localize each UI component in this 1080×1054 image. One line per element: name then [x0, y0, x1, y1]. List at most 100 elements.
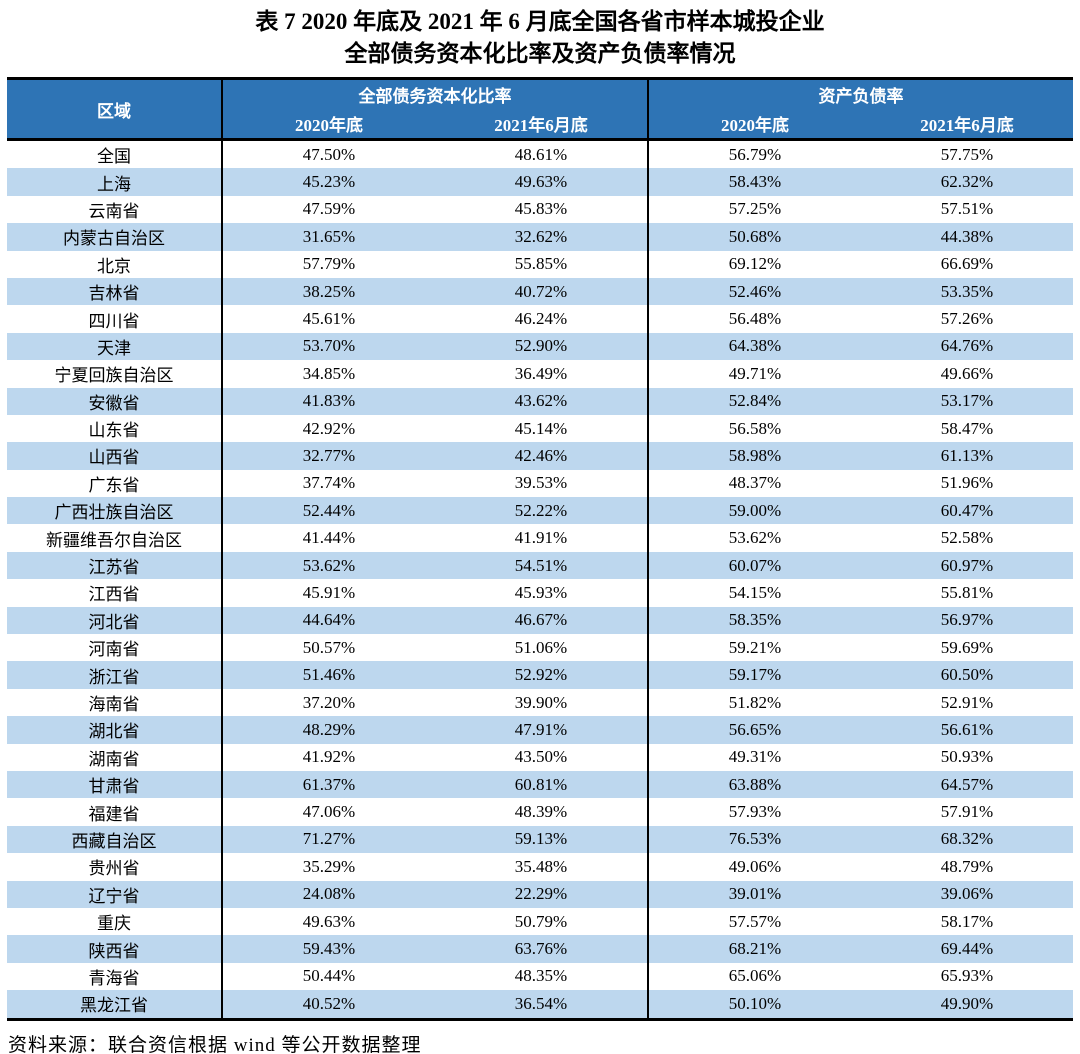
table-row: 湖南省 41.92% 43.50% 49.31% 50.93%	[7, 743, 1073, 771]
value-cell: 47.59%	[222, 195, 435, 224]
value-cell: 48.39%	[435, 798, 649, 826]
value-cell: 39.90%	[435, 688, 649, 717]
value-cell: 60.81%	[435, 770, 649, 799]
region-cell: 山西省	[7, 442, 223, 470]
value-cell: 37.20%	[222, 688, 435, 717]
value-cell: 45.93%	[435, 579, 649, 607]
value-cell: 53.17%	[861, 387, 1073, 415]
value-cell: 40.72%	[435, 277, 649, 306]
value-cell: 48.37%	[648, 469, 861, 498]
region-cell: 湖北省	[7, 716, 223, 744]
region-cell: 安徽省	[7, 387, 223, 415]
value-cell: 44.64%	[222, 606, 435, 635]
value-cell: 50.79%	[435, 907, 649, 936]
table-row: 北京 57.79% 55.85% 69.12% 66.69%	[7, 250, 1073, 278]
region-cell: 上海	[7, 168, 223, 196]
value-cell: 58.17%	[861, 907, 1073, 936]
region-cell: 广西壮族自治区	[7, 497, 223, 525]
value-cell: 59.17%	[648, 661, 861, 689]
table-row: 黑龙江省 40.52% 36.54% 50.10% 49.90%	[7, 990, 1073, 1019]
value-cell: 52.90%	[435, 332, 649, 361]
value-cell: 56.79%	[648, 139, 861, 169]
source-note: 资料来源：联合资信根据 wind 等公开数据整理	[8, 1034, 422, 1054]
table-row: 甘肃省 61.37% 60.81% 63.88% 64.57%	[7, 770, 1073, 799]
value-cell: 57.75%	[861, 139, 1073, 169]
value-cell: 59.21%	[648, 634, 861, 662]
value-cell: 40.52%	[222, 990, 435, 1019]
region-cell: 辽宁省	[7, 880, 223, 908]
value-cell: 58.43%	[648, 168, 861, 196]
value-cell: 64.57%	[861, 770, 1073, 799]
value-cell: 60.47%	[861, 497, 1073, 525]
value-cell: 47.91%	[435, 716, 649, 744]
region-cell: 内蒙古自治区	[7, 223, 223, 251]
table-row: 吉林省 38.25% 40.72% 52.46% 53.35%	[7, 277, 1073, 306]
value-cell: 42.46%	[435, 442, 649, 470]
table-row: 西藏自治区 71.27% 59.13% 76.53% 68.32%	[7, 825, 1073, 854]
region-cell: 福建省	[7, 798, 223, 826]
value-cell: 43.62%	[435, 387, 649, 415]
value-cell: 59.43%	[222, 935, 435, 963]
value-cell: 32.77%	[222, 442, 435, 470]
region-cell: 陕西省	[7, 935, 223, 963]
table-row: 海南省 37.20% 39.90% 51.82% 52.91%	[7, 688, 1073, 717]
table-row: 浙江省 51.46% 52.92% 59.17% 60.50%	[7, 661, 1073, 689]
region-cell: 河南省	[7, 634, 223, 662]
header-sub-debt-2021h1: 2021年6月底	[435, 109, 649, 141]
value-cell: 45.14%	[435, 414, 649, 443]
table-title-line2: 全部债务资本化比率及资产负债率情况	[344, 41, 736, 66]
region-cell: 江苏省	[7, 551, 223, 580]
value-cell: 61.13%	[861, 442, 1073, 470]
value-cell: 52.22%	[435, 497, 649, 525]
table-row: 湖北省 48.29% 47.91% 56.65% 56.61%	[7, 716, 1073, 744]
region-cell: 湖南省	[7, 743, 223, 771]
value-cell: 37.74%	[222, 469, 435, 498]
region-cell: 云南省	[7, 195, 223, 224]
value-cell: 39.53%	[435, 469, 649, 498]
table-row: 广西壮族自治区 52.44% 52.22% 59.00% 60.47%	[7, 497, 1073, 525]
region-cell: 宁夏回族自治区	[7, 360, 223, 388]
region-cell: 广东省	[7, 469, 223, 498]
value-cell: 59.69%	[861, 634, 1073, 662]
value-cell: 36.54%	[435, 990, 649, 1019]
value-cell: 49.63%	[435, 168, 649, 196]
value-cell: 53.62%	[222, 551, 435, 580]
value-cell: 31.65%	[222, 223, 435, 251]
value-cell: 57.79%	[222, 250, 435, 278]
region-cell: 海南省	[7, 688, 223, 717]
value-cell: 60.97%	[861, 551, 1073, 580]
header-sub-liability-2021h1: 2021年6月底	[861, 109, 1073, 141]
table-row: 新疆维吾尔自治区 41.44% 41.91% 53.62% 52.58%	[7, 524, 1073, 552]
table-row: 安徽省 41.83% 43.62% 52.84% 53.17%	[7, 387, 1073, 415]
header-group-asset-liability-ratio: 资产负债率	[648, 78, 1073, 109]
value-cell: 49.90%	[861, 990, 1073, 1019]
value-cell: 57.51%	[861, 195, 1073, 224]
value-cell: 42.92%	[222, 414, 435, 443]
value-cell: 50.68%	[648, 223, 861, 251]
table-row: 辽宁省 24.08% 22.29% 39.01% 39.06%	[7, 880, 1073, 908]
value-cell: 45.23%	[222, 168, 435, 196]
value-cell: 41.44%	[222, 524, 435, 552]
value-cell: 69.44%	[861, 935, 1073, 963]
value-cell: 64.38%	[648, 332, 861, 361]
value-cell: 41.91%	[435, 524, 649, 552]
value-cell: 53.62%	[648, 524, 861, 552]
region-cell: 北京	[7, 250, 223, 278]
value-cell: 56.97%	[861, 606, 1073, 635]
value-cell: 48.61%	[435, 139, 649, 169]
value-cell: 54.15%	[648, 579, 861, 607]
region-cell: 天津	[7, 332, 223, 361]
region-cell: 河北省	[7, 606, 223, 635]
value-cell: 50.44%	[222, 962, 435, 991]
table-row: 山西省 32.77% 42.46% 58.98% 61.13%	[7, 442, 1073, 470]
ratio-data-table: 区域 全部债务资本化比率 资产负债率 2020年底 2021年6月底 2020年…	[7, 77, 1073, 1021]
value-cell: 49.63%	[222, 907, 435, 936]
value-cell: 50.10%	[648, 990, 861, 1019]
value-cell: 57.26%	[861, 305, 1073, 333]
header-region: 区域	[7, 78, 223, 141]
value-cell: 66.69%	[861, 250, 1073, 278]
value-cell: 76.53%	[648, 825, 861, 854]
value-cell: 35.48%	[435, 853, 649, 881]
value-cell: 43.50%	[435, 743, 649, 771]
region-cell: 山东省	[7, 414, 223, 443]
